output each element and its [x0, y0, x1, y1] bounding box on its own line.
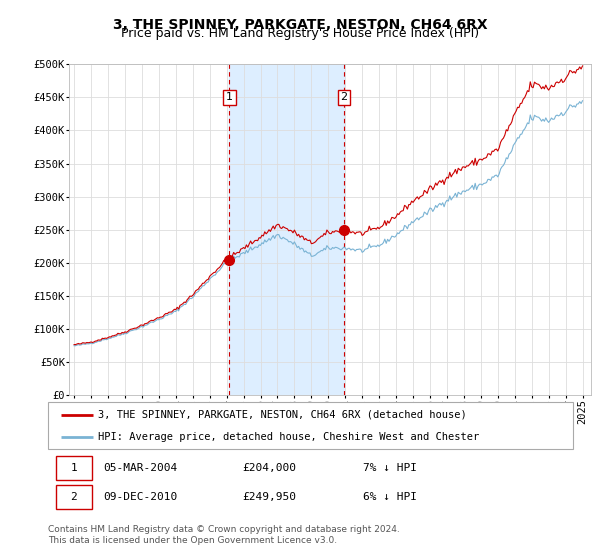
Text: £204,000: £204,000 — [242, 463, 296, 473]
Text: 6% ↓ HPI: 6% ↓ HPI — [363, 492, 417, 502]
Text: 1: 1 — [70, 463, 77, 473]
Text: HPI: Average price, detached house, Cheshire West and Chester: HPI: Average price, detached house, Ches… — [98, 432, 479, 442]
FancyBboxPatch shape — [56, 456, 92, 480]
Text: 05-MAR-2004: 05-MAR-2004 — [103, 463, 178, 473]
Text: Contains HM Land Registry data © Crown copyright and database right 2024.
This d: Contains HM Land Registry data © Crown c… — [48, 525, 400, 545]
FancyBboxPatch shape — [56, 485, 92, 510]
Text: 3, THE SPINNEY, PARKGATE, NESTON, CH64 6RX: 3, THE SPINNEY, PARKGATE, NESTON, CH64 6… — [113, 18, 487, 32]
Text: 2: 2 — [70, 492, 77, 502]
Text: 7% ↓ HPI: 7% ↓ HPI — [363, 463, 417, 473]
Text: 2: 2 — [340, 92, 347, 102]
Text: £249,950: £249,950 — [242, 492, 296, 502]
Text: 3, THE SPINNEY, PARKGATE, NESTON, CH64 6RX (detached house): 3, THE SPINNEY, PARKGATE, NESTON, CH64 6… — [98, 410, 467, 420]
Text: Price paid vs. HM Land Registry's House Price Index (HPI): Price paid vs. HM Land Registry's House … — [121, 27, 479, 40]
FancyBboxPatch shape — [48, 402, 573, 449]
Text: 09-DEC-2010: 09-DEC-2010 — [103, 492, 178, 502]
Text: 1: 1 — [226, 92, 233, 102]
Bar — [229, 64, 344, 395]
